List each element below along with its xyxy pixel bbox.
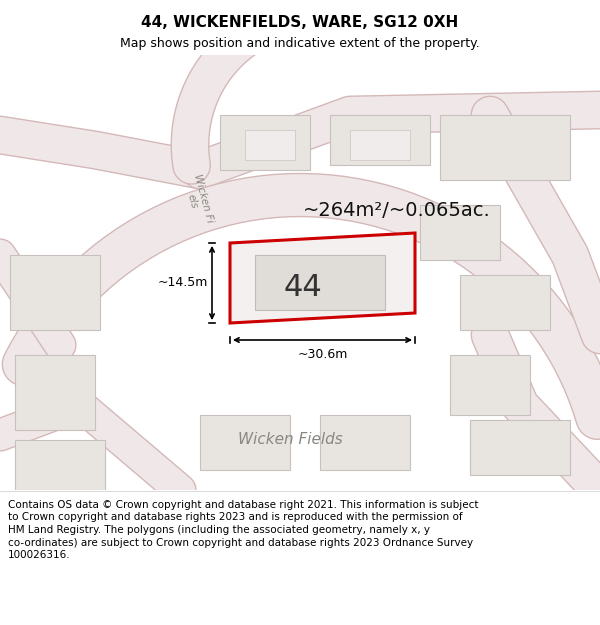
Text: ~264m²/~0.065ac.: ~264m²/~0.065ac. [302, 201, 490, 220]
Text: Contains OS data © Crown copyright and database right 2021. This information is : Contains OS data © Crown copyright and d… [8, 500, 479, 510]
Bar [15, 355, 95, 430]
Bar [470, 420, 570, 475]
Text: Wicken Fields: Wicken Fields [238, 432, 343, 447]
Bar [450, 355, 530, 415]
Text: ~30.6m: ~30.6m [298, 348, 347, 361]
Bar [420, 205, 500, 260]
Text: co-ordinates) are subject to Crown copyright and database rights 2023 Ordnance S: co-ordinates) are subject to Crown copyr… [8, 538, 473, 548]
Bar [330, 115, 430, 165]
Text: 44: 44 [283, 274, 322, 302]
Bar [245, 130, 295, 160]
Text: Map shows position and indicative extent of the property.: Map shows position and indicative extent… [120, 37, 480, 50]
Bar [200, 415, 290, 470]
Text: ~14.5m: ~14.5m [158, 276, 208, 289]
Text: HM Land Registry. The polygons (including the associated geometry, namely x, y: HM Land Registry. The polygons (includin… [8, 525, 430, 535]
Bar [10, 255, 100, 330]
Bar [440, 115, 570, 180]
Text: 44, WICKENFIELDS, WARE, SG12 0XH: 44, WICKENFIELDS, WARE, SG12 0XH [142, 15, 458, 30]
Bar [460, 275, 550, 330]
Bar [350, 130, 410, 160]
Polygon shape [230, 233, 415, 323]
Text: Wicken Fi
els: Wicken Fi els [181, 173, 215, 227]
Bar [320, 415, 410, 470]
Bar [15, 440, 105, 490]
Bar [220, 115, 310, 170]
Text: 100026316.: 100026316. [8, 550, 71, 560]
Text: to Crown copyright and database rights 2023 and is reproduced with the permissio: to Crown copyright and database rights 2… [8, 512, 463, 522]
Polygon shape [255, 255, 385, 310]
